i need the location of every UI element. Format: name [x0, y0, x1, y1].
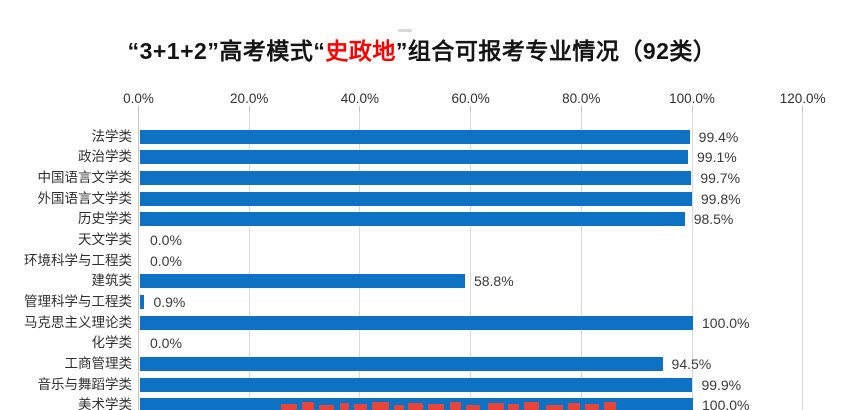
bar [139, 315, 693, 330]
watermark-stroke [302, 402, 314, 410]
watermark-stroke [428, 404, 444, 410]
top-dash-decoration [398, 29, 412, 32]
watermark-stroke [568, 403, 580, 410]
category-label: 美术学类 [78, 397, 132, 410]
value-label: 100.0% [702, 397, 750, 410]
watermark-stroke [408, 403, 423, 410]
category-label: 天文学类 [78, 232, 132, 248]
category-label: 管理科学与工程类 [24, 294, 132, 309]
title-text-suffix: ”组合可报考专业情况（92类） [395, 38, 717, 64]
bar [139, 212, 685, 227]
x-axis-tick-mark [138, 106, 139, 112]
category-label: 历史学类 [78, 211, 132, 227]
x-axis-tick-label: 60.0% [451, 91, 490, 106]
category-label: 化学类 [91, 335, 133, 351]
watermark-stroke [319, 405, 334, 410]
value-label: 99.8% [700, 190, 741, 207]
gridline [802, 112, 804, 410]
chart-title: “3+1+2”高考模式“史政地”组合可报考专业情况（92类） [0, 36, 844, 66]
value-label: 0.0% [150, 252, 182, 269]
value-label: 0.0% [150, 335, 182, 352]
watermark-stroke [450, 402, 461, 410]
value-label: 100.0% [702, 314, 750, 331]
value-label: 99.9% [701, 376, 742, 393]
watermark-stroke [524, 402, 539, 410]
bar [139, 150, 689, 165]
value-label: 98.5% [693, 211, 734, 228]
gridline [359, 112, 361, 410]
x-axis-tick-mark [580, 106, 582, 112]
category-label: 中国语言文学类 [37, 170, 133, 186]
x-axis-tick-mark [248, 106, 250, 112]
watermark-stroke [354, 404, 367, 410]
bar [139, 356, 663, 371]
value-label: 94.5% [671, 355, 712, 372]
watermark-stroke [466, 405, 480, 410]
watermark-stroke [488, 403, 504, 410]
watermark-stroke [508, 404, 519, 410]
x-axis-tick-label: 80.0% [562, 91, 601, 106]
gridline [470, 112, 472, 410]
watermark-stroke [394, 405, 404, 410]
x-axis-tick-mark [691, 106, 693, 112]
value-label: 99.1% [697, 149, 737, 166]
x-axis-tick-label: 0.0% [123, 91, 154, 106]
x-axis-tick-label: 40.0% [340, 91, 380, 106]
gridline [580, 112, 582, 410]
bar [139, 191, 692, 206]
y-axis-line [138, 112, 139, 410]
value-label: 0.9% [153, 294, 186, 310]
x-axis-tick-mark [802, 106, 804, 112]
gridline [691, 112, 693, 410]
x-axis-tick-label: 120.0% [779, 91, 826, 106]
category-label: 音乐与舞蹈学类 [37, 376, 133, 392]
title-text-prefix: “3+1+2”高考模式“ [127, 38, 326, 64]
gridline [248, 112, 250, 410]
bar [139, 274, 465, 289]
title-highlight: 史政地 [325, 38, 396, 64]
value-label: 0.0% [150, 232, 182, 249]
x-axis-tick-mark [359, 106, 361, 112]
watermark-stroke [546, 405, 563, 410]
watermark-stroke [340, 403, 349, 410]
category-label: 政治学类 [78, 149, 132, 165]
bar [139, 295, 145, 309]
value-label: 99.7% [700, 170, 741, 187]
x-axis-tick-label: 20.0% [230, 91, 269, 106]
watermark-stroke [281, 404, 297, 410]
category-label: 马克思主义理论类 [24, 314, 132, 330]
x-axis-tick-label: 100.0% [669, 91, 715, 106]
category-label: 外国语言文学类 [37, 190, 133, 206]
bar [139, 171, 692, 186]
watermark-stroke [585, 404, 599, 410]
bar [139, 129, 690, 144]
category-label: 建筑类 [91, 273, 133, 289]
value-label: 99.4% [698, 128, 739, 145]
category-label: 工商管理类 [64, 355, 133, 371]
x-axis-tick-mark [470, 106, 472, 112]
category-label: 环境科学与工程类 [24, 252, 132, 268]
watermark-stroke [604, 402, 616, 410]
value-label: 58.8% [473, 273, 514, 290]
watermark-stroke [372, 402, 389, 410]
category-label: 法学类 [91, 128, 133, 144]
bar [139, 377, 693, 392]
